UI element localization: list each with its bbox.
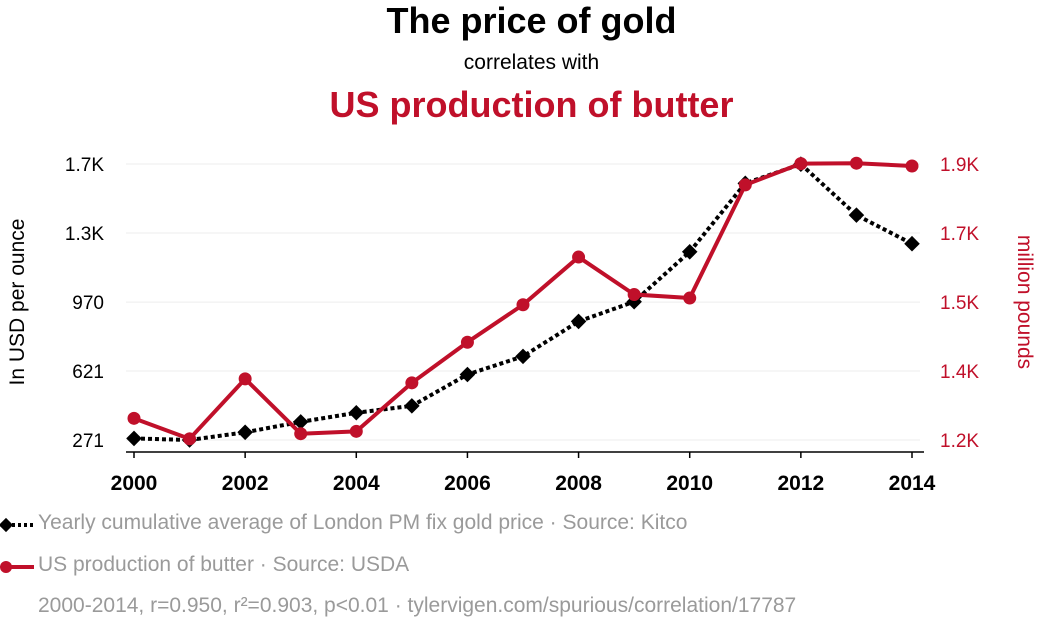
data-point-butter (572, 250, 586, 264)
data-point-butter (238, 372, 252, 386)
data-point-butter (738, 178, 752, 192)
data-point-gold (237, 424, 253, 441)
data-point-butter (794, 157, 808, 171)
x-tick-label: 2006 (444, 472, 491, 495)
line-chart: 271 621 970 1.3K 1.7K 1.2K 1.4K 1.5K 1.7K 1.9K 200… (6, 155, 1036, 495)
y-tick-label-right: 1.7K (940, 224, 979, 245)
chart-subtitle-connector: correlates with (463, 51, 600, 74)
x-tick-label: 2010 (666, 472, 713, 495)
data-point-butter (294, 427, 308, 441)
y-axis-label-right: million pounds (1013, 235, 1036, 369)
data-point-butter (183, 432, 197, 446)
chart-subtitle: US production of butter (329, 84, 734, 125)
data-point-gold (126, 430, 142, 447)
chart-title: The price of gold (386, 0, 677, 41)
y-tick-label-right: 1.5K (940, 293, 979, 314)
data-point-butter (349, 424, 363, 438)
data-point-butter (127, 411, 141, 425)
data-point-butter (627, 288, 641, 302)
x-tick-label: 2008 (555, 472, 602, 495)
data-point-gold (459, 366, 476, 383)
legend-marker-butter (0, 561, 34, 573)
y-tick-label-left: 271 (72, 431, 104, 452)
data-point-gold (904, 235, 920, 252)
x-tick-label: 2002 (222, 472, 269, 495)
y-tick-label-right: 1.9K (940, 155, 979, 176)
data-point-gold (570, 313, 587, 330)
data-point-gold (848, 207, 865, 223)
legend-marker-gold (0, 517, 34, 533)
data-point-butter (405, 376, 419, 390)
data-point-butter (460, 335, 474, 349)
legend-item-gold: Yearly cumulative average of London PM f… (0, 511, 1000, 539)
y-axis-label-left: In USD per ounce (6, 219, 29, 386)
data-point-butter (849, 156, 863, 170)
y-tick-label-left: 1.3K (65, 224, 104, 245)
footnote: 2000-2014, r=0.950, r²=0.903, p<0.01 · t… (38, 594, 797, 617)
y-tick-label-right: 1.2K (940, 431, 979, 452)
data-point-gold (348, 404, 365, 421)
data-point-gold (515, 348, 531, 365)
data-point-butter (683, 291, 697, 305)
legend-label-gold: Yearly cumulative average of London PM f… (38, 511, 688, 534)
data-point-gold (404, 398, 420, 414)
legend-item-butter: US production of butter · Source: USDA (0, 553, 1000, 581)
x-tick-label: 2004 (333, 472, 380, 495)
y-tick-label-right: 1.4K (940, 362, 979, 383)
legend-label-butter: US production of butter · Source: USDA (38, 553, 410, 576)
x-tick-label: 2012 (777, 472, 824, 495)
y-tick-label-left: 1.7K (65, 155, 104, 176)
y-tick-label-left: 621 (72, 362, 104, 383)
y-tick-label-left: 970 (72, 293, 104, 314)
x-tick-label: 2014 (889, 472, 936, 495)
x-tick-label: 2000 (111, 472, 158, 495)
data-point-butter (905, 159, 919, 173)
data-point-butter (516, 298, 530, 312)
